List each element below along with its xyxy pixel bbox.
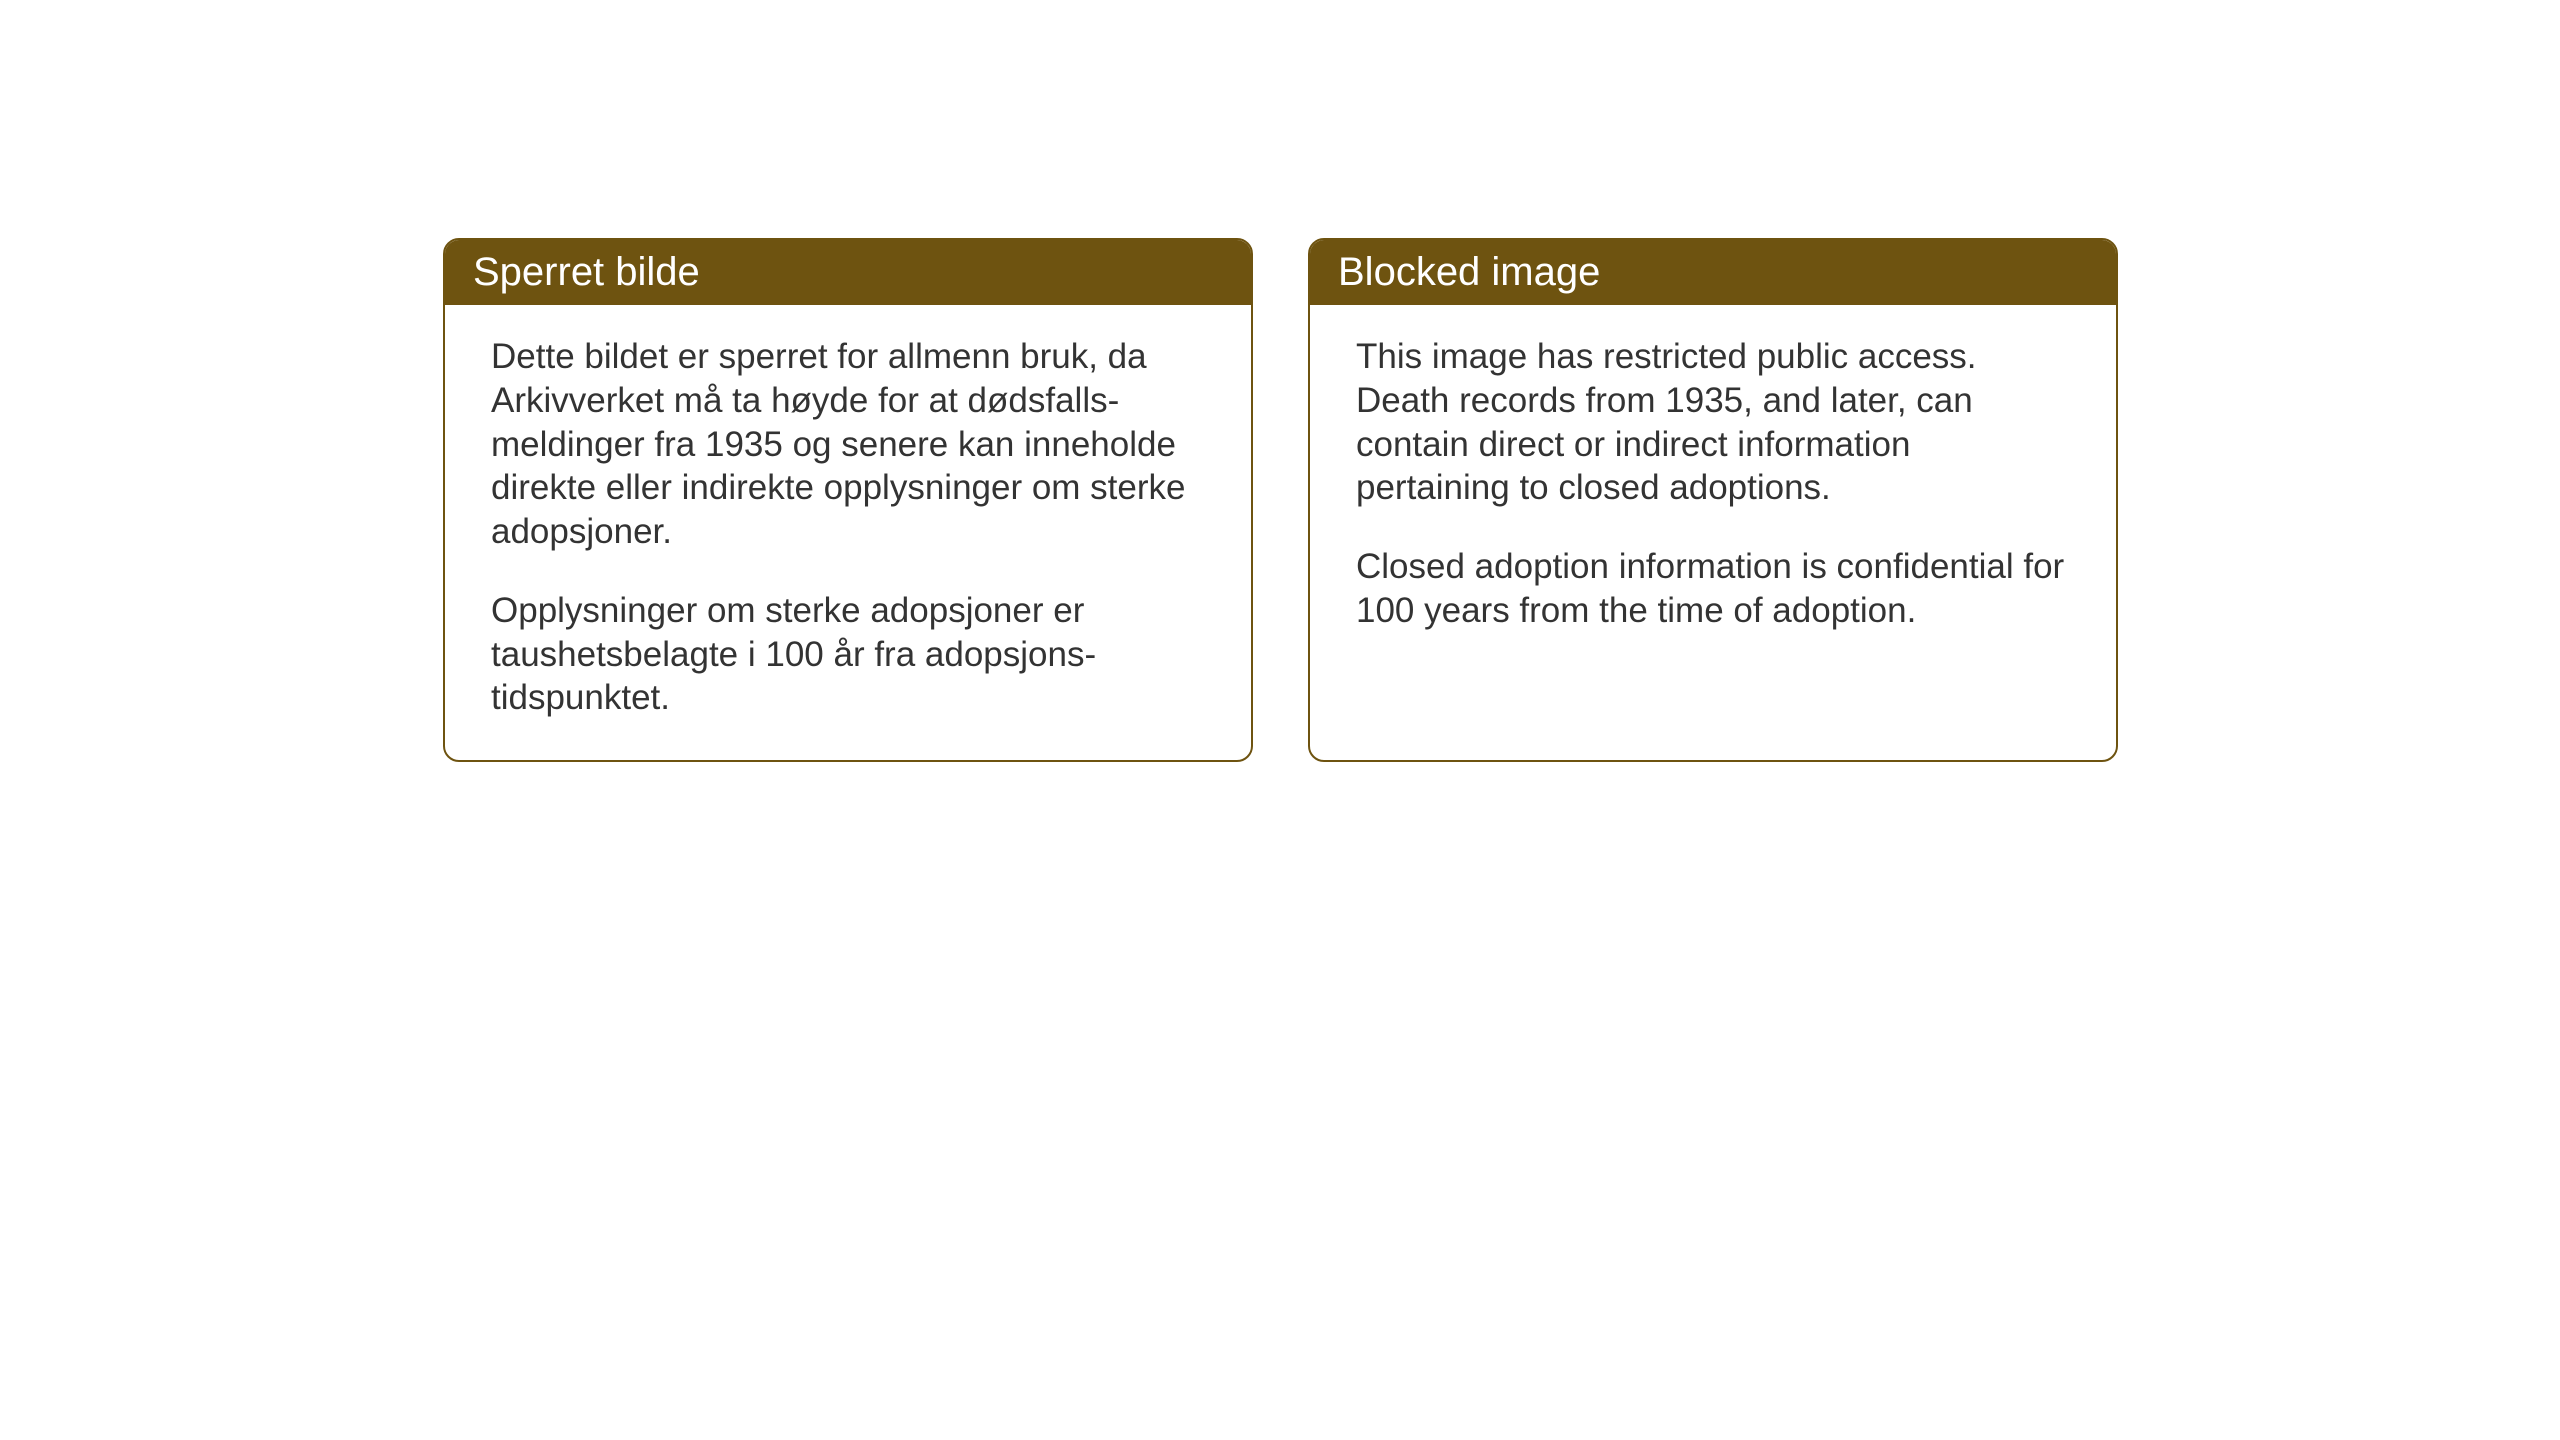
card-paragraph: Closed adoption information is confident… bbox=[1356, 545, 2070, 633]
notice-card-norwegian: Sperret bilde Dette bildet er sperret fo… bbox=[443, 238, 1253, 762]
notice-card-english: Blocked image This image has restricted … bbox=[1308, 238, 2118, 762]
card-body: Dette bildet er sperret for allmenn bruk… bbox=[445, 305, 1251, 760]
notice-container: Sperret bilde Dette bildet er sperret fo… bbox=[443, 238, 2118, 762]
card-paragraph: This image has restricted public access.… bbox=[1356, 335, 2070, 510]
card-header: Blocked image bbox=[1310, 240, 2116, 305]
card-header: Sperret bilde bbox=[445, 240, 1251, 305]
card-title: Blocked image bbox=[1338, 250, 1600, 294]
card-body: This image has restricted public access.… bbox=[1310, 305, 2116, 673]
card-paragraph: Dette bildet er sperret for allmenn bruk… bbox=[491, 335, 1205, 554]
card-title: Sperret bilde bbox=[473, 250, 700, 294]
card-paragraph: Opplysninger om sterke adopsjoner er tau… bbox=[491, 589, 1205, 720]
